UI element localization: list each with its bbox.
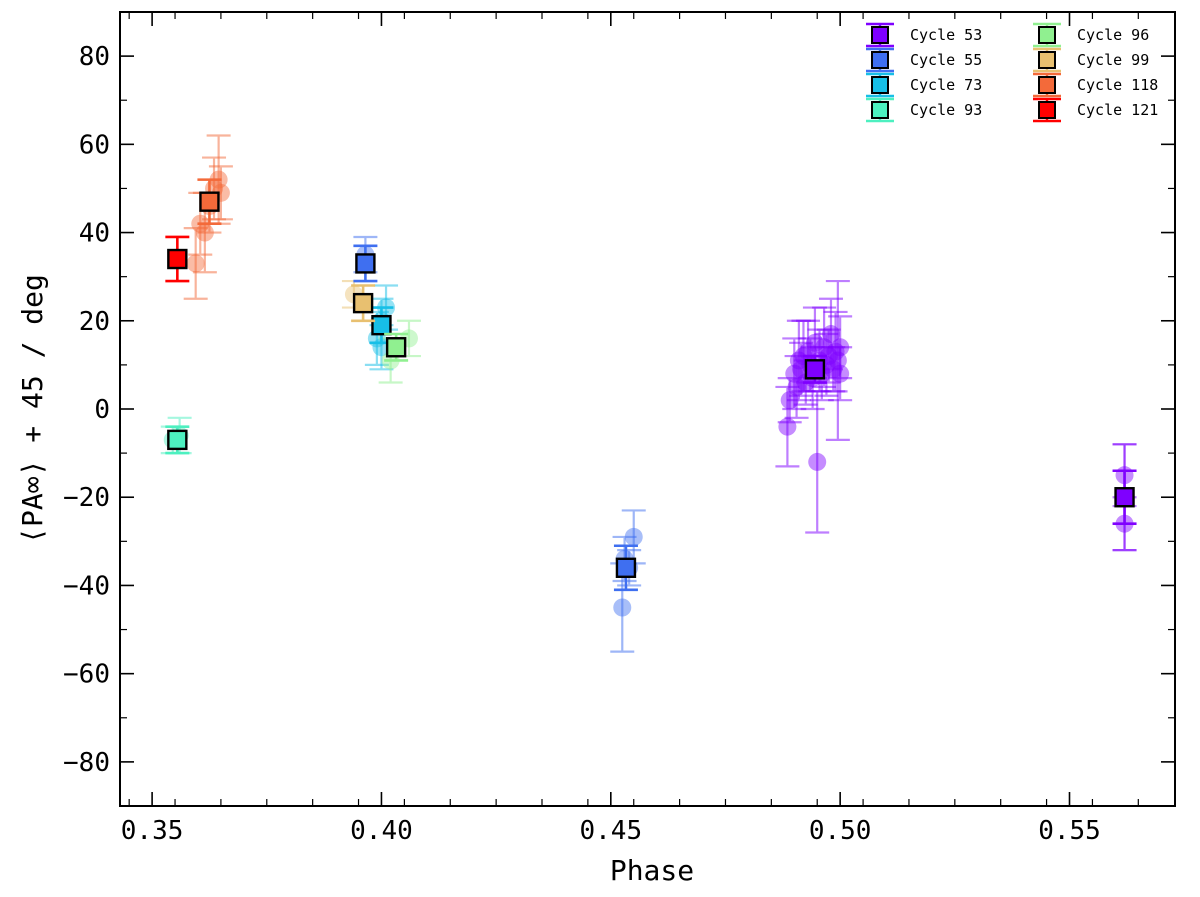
y-tick-label: −20 — [63, 483, 110, 513]
mean-marker — [167, 248, 188, 270]
axes — [119, 11, 1176, 807]
mean-marker — [167, 429, 188, 451]
legend-entry: Cycle 121 — [1033, 97, 1158, 123]
data-point — [613, 598, 632, 617]
y-tick-label: 60 — [79, 130, 110, 160]
data-point-errorbar — [789, 341, 814, 397]
legend-entry: Cycle 96 — [1033, 22, 1149, 48]
legend-marker — [871, 51, 889, 69]
mean-marker — [371, 314, 392, 336]
data-point-errorbar — [208, 165, 233, 221]
x-axis-label: Phase — [610, 854, 694, 887]
data-layer — [160, 134, 1137, 653]
mean-marker — [352, 292, 374, 314]
mean-marker — [385, 337, 407, 358]
legend-entry: Cycle 73 — [866, 72, 982, 98]
legend-label: Cycle 99 — [1077, 51, 1149, 69]
legend-label: Cycle 118 — [1077, 76, 1158, 94]
legend-label: Cycle 93 — [910, 101, 982, 119]
data-point-errorbar — [828, 315, 853, 380]
data-point — [186, 254, 205, 273]
y-tick-label: 80 — [79, 42, 110, 72]
legend-marker — [871, 101, 889, 119]
legend-label: Cycle 73 — [910, 76, 982, 94]
plot-frame — [119, 11, 1176, 807]
data-point — [831, 338, 850, 357]
y-axis-label: ⟨PA∞⟩ + 45 / deg — [16, 274, 49, 544]
y-tick-label: 0 — [94, 395, 110, 425]
data-point — [624, 527, 643, 546]
legend-marker — [1038, 101, 1056, 119]
y-tick-label: 20 — [79, 307, 110, 337]
x-tick-label: 0.35 — [121, 816, 184, 846]
ticks: 0.35 0.40 0.45 0.50 0.55 −80 −60 −40 −20 0 20 40 60 8… — [63, 11, 1175, 846]
data-point-errorbar — [825, 279, 850, 441]
x-tick-label: 0.45 — [579, 816, 642, 846]
legend-entry: Cycle 53 — [866, 22, 982, 48]
y-tick-label: −80 — [63, 748, 110, 778]
legend-marker — [1038, 51, 1056, 69]
mean-marker — [1114, 487, 1135, 508]
data-point — [828, 351, 847, 370]
data-point-errorbar — [183, 227, 208, 300]
y-tick-label: −40 — [63, 571, 110, 601]
mean-marker — [615, 557, 637, 578]
legend-entry: Cycle 118 — [1033, 72, 1158, 98]
mean-marker — [804, 359, 826, 380]
mean-marker — [199, 191, 220, 212]
legend-marker — [1038, 26, 1056, 44]
legend-entry: Cycle 55 — [866, 47, 982, 73]
x-tick-label: 0.55 — [1038, 816, 1101, 846]
mean-marker — [355, 253, 376, 274]
legend-marker — [871, 26, 889, 44]
legend-marker — [871, 76, 889, 94]
x-tick-label: 0.50 — [809, 816, 872, 846]
y-tick-label: −60 — [63, 660, 110, 690]
legend-entry: Cycle 93 — [866, 97, 982, 123]
legend-entry: Cycle 99 — [1033, 47, 1149, 73]
y-tick-label: 40 — [79, 219, 110, 249]
data-point — [808, 452, 827, 471]
legend: Cycle 53 Cycle 55 Cycle 73 Cycle 93 Cycle 96… — [866, 22, 1158, 123]
data-point — [778, 417, 797, 436]
x-tick-label: 0.40 — [350, 816, 413, 846]
legend-label: Cycle 53 — [910, 26, 982, 44]
data-point-errorbar — [814, 332, 839, 397]
legend-label: Cycle 55 — [910, 51, 982, 69]
legend-label: Cycle 96 — [1077, 26, 1149, 44]
legend-label: Cycle 121 — [1077, 101, 1158, 119]
legend-marker — [1038, 76, 1056, 94]
